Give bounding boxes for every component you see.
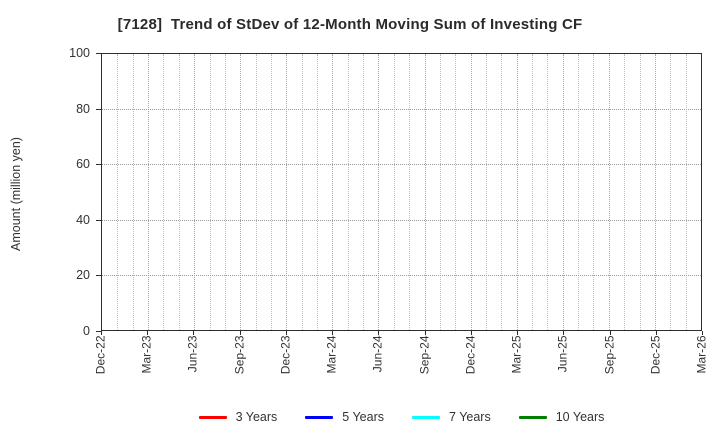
x-tick-label: Mar-25 bbox=[509, 335, 524, 374]
x-tick-label: Mar-23 bbox=[139, 335, 154, 374]
vertical-gridline bbox=[178, 54, 180, 330]
plot-area bbox=[101, 53, 702, 331]
y-tick-label: 80 bbox=[76, 101, 90, 116]
legend-label: 3 Years bbox=[235, 410, 278, 424]
x-tick-label: Jun-25 bbox=[555, 335, 570, 373]
legend-item-10-years: 10 Years bbox=[518, 410, 605, 424]
legend-item-5-years: 5 Years bbox=[305, 410, 384, 424]
legend-item-3-years: 3 Years bbox=[198, 410, 278, 424]
y-tick-mark bbox=[96, 53, 101, 54]
vertical-gridline bbox=[270, 54, 272, 330]
vertical-gridline bbox=[255, 54, 257, 330]
vertical-gridline bbox=[194, 54, 196, 330]
x-tick-mark bbox=[563, 331, 564, 335]
vertical-gridline bbox=[516, 54, 518, 330]
horizontal-gridline bbox=[102, 274, 701, 276]
y-tick-label: 60 bbox=[76, 157, 90, 172]
legend-item-7-years: 7 Years bbox=[412, 410, 491, 424]
y-tick-mark bbox=[96, 331, 101, 332]
vertical-gridline bbox=[132, 54, 134, 330]
vertical-gridline bbox=[562, 54, 564, 330]
x-tick-mark bbox=[471, 331, 472, 335]
y-axis-label: Amount (million yen) bbox=[9, 137, 23, 251]
horizontal-gridline bbox=[102, 219, 701, 221]
x-tick-mark bbox=[286, 331, 287, 335]
y-tick-label: 40 bbox=[76, 212, 90, 227]
legend-line-swatch bbox=[412, 415, 441, 419]
x-tick-mark bbox=[425, 331, 426, 335]
x-tick-label: Mar-26 bbox=[694, 335, 709, 374]
vertical-gridline bbox=[501, 54, 503, 330]
y-tick-mark bbox=[96, 220, 101, 221]
vertical-gridline bbox=[593, 54, 595, 330]
x-tick-label: Sep-25 bbox=[602, 335, 617, 375]
legend-label: 10 Years bbox=[555, 410, 605, 424]
vertical-gridline bbox=[639, 54, 641, 330]
x-tick-label: Sep-24 bbox=[417, 335, 432, 375]
vertical-gridline bbox=[439, 54, 441, 330]
legend: 3 Years 5 Years 7 Years 10 Years bbox=[101, 406, 702, 428]
x-tick-label: Jun-23 bbox=[185, 335, 200, 373]
vertical-gridline bbox=[209, 54, 211, 330]
x-tick-mark bbox=[378, 331, 379, 335]
horizontal-gridline bbox=[102, 109, 701, 111]
vertical-gridline bbox=[378, 54, 380, 330]
vertical-gridline bbox=[148, 54, 150, 330]
vertical-gridline bbox=[424, 54, 426, 330]
vertical-gridline bbox=[578, 54, 580, 330]
x-tick-mark bbox=[101, 331, 102, 335]
vertical-gridline bbox=[608, 54, 610, 330]
x-tick-mark bbox=[240, 331, 241, 335]
vertical-gridline bbox=[685, 54, 687, 330]
vertical-gridline bbox=[470, 54, 472, 330]
vertical-gridline bbox=[670, 54, 672, 330]
vertical-gridline bbox=[224, 54, 226, 330]
x-tick-label: Dec-22 bbox=[93, 335, 108, 375]
y-tick-mark bbox=[96, 164, 101, 165]
x-tick-label: Dec-25 bbox=[648, 335, 663, 375]
x-tick-label: Mar-24 bbox=[324, 335, 339, 374]
horizontal-gridline bbox=[102, 164, 701, 166]
vertical-gridline bbox=[347, 54, 349, 330]
vertical-gridline bbox=[240, 54, 242, 330]
vertical-gridline bbox=[286, 54, 288, 330]
legend-line-swatch bbox=[198, 415, 227, 419]
vertical-gridline bbox=[163, 54, 165, 330]
y-tick-label: 0 bbox=[83, 324, 90, 338]
legend-line-swatch bbox=[305, 415, 334, 419]
vertical-gridline bbox=[363, 54, 365, 330]
vertical-gridline bbox=[332, 54, 334, 330]
x-tick-label: Sep-23 bbox=[232, 335, 247, 375]
y-tick-label: 20 bbox=[76, 268, 90, 283]
legend-line-swatch bbox=[518, 415, 547, 419]
vertical-gridline bbox=[409, 54, 411, 330]
x-tick-label: Dec-23 bbox=[278, 335, 293, 375]
legend-label: 5 Years bbox=[342, 410, 385, 424]
x-tick-mark bbox=[702, 331, 703, 335]
x-tick-mark bbox=[193, 331, 194, 335]
y-tick-mark bbox=[96, 109, 101, 110]
vertical-gridline bbox=[547, 54, 549, 330]
vertical-gridline bbox=[654, 54, 656, 330]
vertical-gridline bbox=[317, 54, 319, 330]
legend-label: 7 Years bbox=[449, 410, 491, 424]
chart-title: [7128] Trend of StDev of 12-Month Moving… bbox=[117, 16, 583, 33]
vertical-gridline bbox=[532, 54, 534, 330]
x-tick-mark bbox=[147, 331, 148, 335]
vertical-gridline bbox=[455, 54, 457, 330]
x-tick-mark bbox=[656, 331, 657, 335]
vertical-gridline bbox=[485, 54, 487, 330]
vertical-gridline bbox=[301, 54, 303, 330]
x-tick-label: Jun-24 bbox=[370, 335, 385, 373]
x-tick-mark bbox=[332, 331, 333, 335]
vertical-gridline bbox=[117, 54, 119, 330]
vertical-gridline bbox=[624, 54, 626, 330]
y-tick-mark bbox=[96, 275, 101, 276]
y-tick-label: 100 bbox=[69, 46, 90, 60]
x-tick-label: Dec-24 bbox=[463, 335, 478, 375]
vertical-gridline bbox=[393, 54, 395, 330]
x-tick-mark bbox=[610, 331, 611, 335]
x-tick-mark bbox=[517, 331, 518, 335]
